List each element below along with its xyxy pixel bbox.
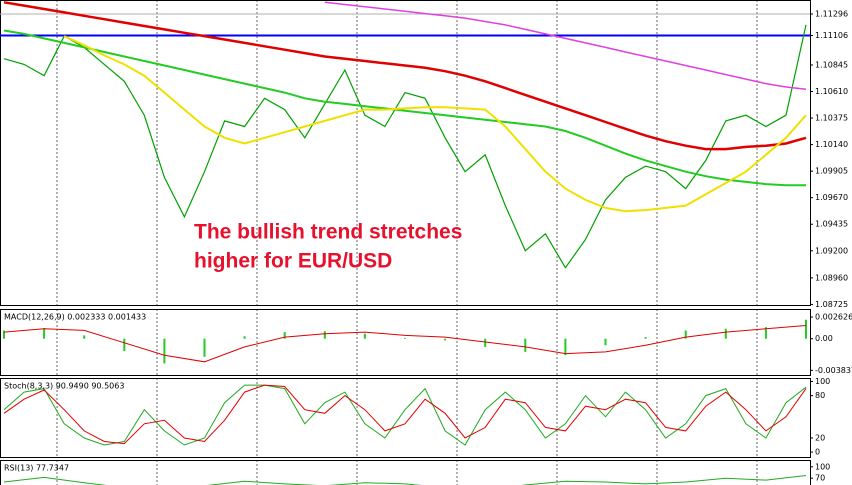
histogram-bar bbox=[524, 338, 527, 352]
histogram-bar bbox=[203, 338, 206, 357]
series-line bbox=[3, 475, 807, 485]
histogram-bar bbox=[805, 319, 807, 339]
histogram-bar bbox=[564, 338, 567, 356]
plot-area bbox=[3, 384, 807, 446]
series-line bbox=[3, 384, 807, 446]
annotation: The bullish trend stretches bbox=[194, 221, 462, 244]
annotation: higher for EUR/USD bbox=[194, 250, 392, 273]
indicator-title: Stoch(8,3,3) 90.9490 90.5063 bbox=[4, 382, 124, 391]
series-line bbox=[3, 29, 806, 187]
y-tick-label: 100 bbox=[815, 462, 830, 471]
y-tick-label: 1.09670 bbox=[815, 193, 848, 202]
y-tick-label: 1.11106 bbox=[815, 31, 848, 40]
y-tick-label: 1.10140 bbox=[815, 140, 848, 149]
y-tick-label: 0.00 bbox=[815, 334, 833, 343]
y-tick-label: 70 bbox=[815, 474, 825, 483]
histogram-bar bbox=[604, 338, 607, 346]
panel-border bbox=[0, 378, 811, 458]
histogram-bar bbox=[323, 331, 326, 339]
histogram-bar bbox=[684, 330, 687, 339]
histogram-bar bbox=[123, 338, 126, 352]
histogram-bar bbox=[3, 330, 5, 339]
y-tick-label: 1.08725 bbox=[815, 300, 848, 309]
histogram-bar bbox=[644, 337, 647, 339]
plot-area bbox=[3, 319, 807, 364]
y-tick-label: 1.09435 bbox=[815, 220, 848, 229]
y-tick-label: 1.10375 bbox=[815, 114, 848, 123]
histogram-bar bbox=[163, 338, 166, 364]
histogram-bar bbox=[243, 336, 246, 339]
y-tick-label: 20 bbox=[815, 433, 825, 442]
histogram-bar bbox=[444, 338, 447, 341]
y-tick-label: 100 bbox=[815, 377, 830, 386]
y-tick-label: -0.003837 bbox=[815, 366, 852, 375]
plot-area bbox=[3, 475, 807, 485]
histogram-bar bbox=[724, 328, 727, 339]
indicator-title: MACD(12,26,9) 0.002333 0.001433 bbox=[4, 313, 146, 322]
histogram-bar bbox=[764, 327, 767, 339]
y-tick-label: 1.11296 bbox=[815, 10, 848, 19]
y-tick-label: 0.002626 bbox=[815, 313, 852, 322]
y-tick-label: 1.08960 bbox=[815, 273, 848, 282]
y-tick-label: 1.10845 bbox=[815, 60, 848, 69]
panel-border bbox=[0, 309, 811, 376]
series-line bbox=[3, 1, 807, 151]
histogram-bar bbox=[484, 338, 487, 347]
series-line bbox=[3, 24, 807, 269]
y-tick-label: 0 bbox=[815, 448, 820, 457]
histogram-bar bbox=[404, 337, 406, 339]
y-tick-label: 1.09905 bbox=[815, 167, 848, 176]
indicator-title: RSI(13) 77.7347 bbox=[4, 464, 69, 473]
y-tick-label: 80 bbox=[815, 391, 825, 400]
plot-area bbox=[0, 1, 810, 269]
histogram-bar bbox=[83, 335, 86, 339]
panel-border bbox=[0, 460, 811, 485]
histogram-bar bbox=[363, 333, 366, 339]
histogram-bar bbox=[283, 332, 286, 339]
panel-border bbox=[0, 0, 811, 306]
y-tick-label: 1.09200 bbox=[815, 246, 848, 255]
series-line bbox=[3, 384, 807, 445]
series-line bbox=[324, 1, 807, 90]
series-line bbox=[63, 35, 807, 213]
histogram-bar bbox=[43, 327, 46, 339]
series-line bbox=[3, 325, 807, 363]
y-tick-label: 1.10610 bbox=[815, 87, 848, 96]
